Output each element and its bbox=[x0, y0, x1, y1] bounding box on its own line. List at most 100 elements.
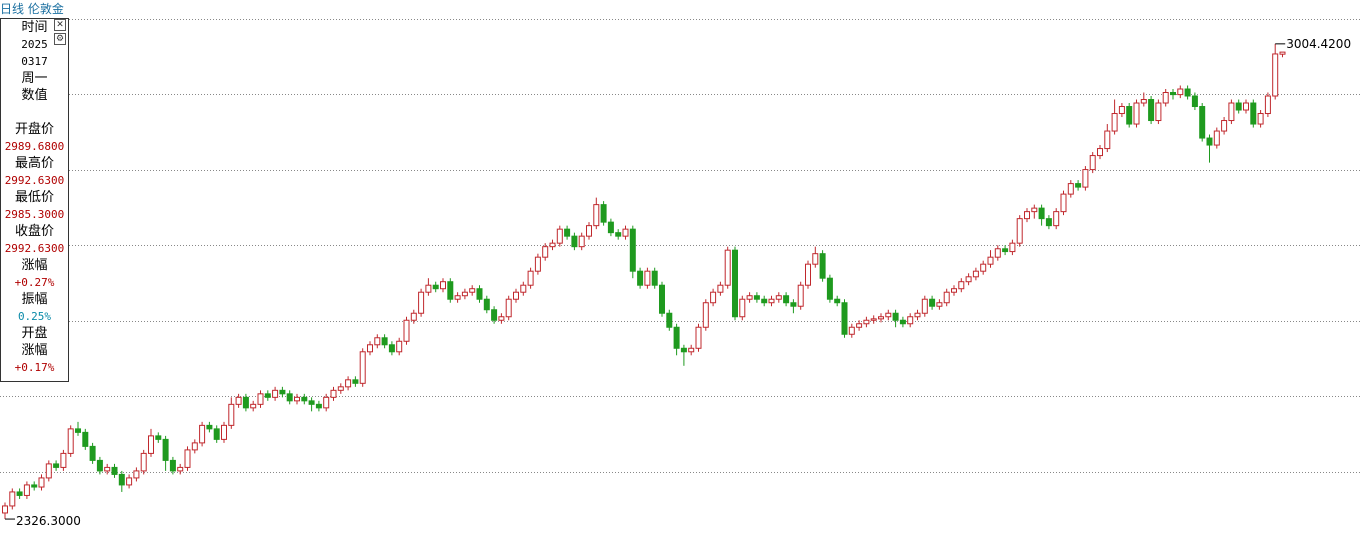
candle-body bbox=[746, 295, 753, 300]
candle-body bbox=[476, 288, 483, 300]
candle-body bbox=[615, 232, 622, 237]
candle-body bbox=[111, 466, 118, 475]
candle-body bbox=[1162, 92, 1169, 104]
field-label: 涨幅 bbox=[21, 343, 48, 358]
candle-body bbox=[863, 319, 870, 325]
candle-body bbox=[710, 291, 717, 304]
symbol: 伦敦金 bbox=[27, 2, 64, 16]
candle-body bbox=[1075, 183, 1082, 188]
candle-body bbox=[972, 270, 979, 278]
candle-body bbox=[629, 228, 636, 272]
candle-body bbox=[1002, 248, 1009, 253]
candle-body bbox=[783, 295, 790, 304]
candle-body bbox=[1045, 218, 1052, 227]
candle-body bbox=[250, 403, 257, 409]
field-value: +0.27% bbox=[14, 276, 55, 289]
field-label: 涨幅 bbox=[21, 258, 48, 273]
candle-body bbox=[2, 505, 8, 514]
candle-body bbox=[1155, 102, 1162, 122]
field-value: 2985.3000 bbox=[4, 208, 65, 221]
candle-body bbox=[826, 277, 833, 300]
candle-body bbox=[914, 312, 921, 318]
candle-body bbox=[23, 484, 30, 496]
candle-body bbox=[469, 288, 476, 293]
candle-body bbox=[228, 403, 235, 426]
candle-body bbox=[235, 396, 242, 405]
candle-body bbox=[425, 284, 432, 293]
candle-body bbox=[1191, 95, 1198, 108]
candle-body bbox=[812, 253, 819, 265]
candle-body bbox=[907, 316, 914, 325]
candle-body bbox=[359, 351, 366, 384]
date-line: 0317 bbox=[21, 55, 48, 68]
candle-body bbox=[177, 466, 184, 472]
candle-body bbox=[556, 228, 563, 244]
candle-body bbox=[396, 340, 403, 353]
candle-body bbox=[454, 295, 461, 300]
candle-body bbox=[272, 389, 279, 398]
candle-body bbox=[527, 270, 534, 286]
candle-body bbox=[1199, 106, 1206, 139]
candle-body bbox=[191, 442, 198, 451]
field-label: 最低价 bbox=[14, 190, 54, 205]
candle-body bbox=[301, 396, 308, 402]
candle-body bbox=[118, 473, 125, 486]
candle-body bbox=[586, 225, 592, 237]
candle-body bbox=[1257, 113, 1264, 125]
candle-body bbox=[921, 298, 928, 314]
candle-body bbox=[1228, 102, 1235, 122]
field-label: 开盘 bbox=[21, 326, 48, 341]
candle-body bbox=[184, 449, 191, 468]
candle-body bbox=[965, 276, 972, 283]
candle-body bbox=[9, 491, 16, 507]
candle-body bbox=[221, 424, 227, 440]
candle-body bbox=[206, 424, 213, 430]
candle-body bbox=[878, 316, 884, 320]
candle-body bbox=[337, 386, 344, 391]
settings-button[interactable]: ⚙ bbox=[54, 33, 66, 45]
field-label: 开盘价 bbox=[14, 122, 54, 137]
candle-body bbox=[1206, 137, 1213, 146]
candle-body bbox=[96, 459, 103, 472]
candle-body bbox=[753, 295, 760, 300]
candle-body bbox=[987, 256, 994, 265]
candle-body bbox=[294, 396, 300, 402]
close-button[interactable]: ✕ bbox=[54, 19, 66, 31]
date-line: 2025 bbox=[21, 38, 48, 51]
candle-body bbox=[951, 288, 957, 293]
candle-body bbox=[695, 326, 702, 349]
candle-body bbox=[38, 477, 45, 488]
candle-body bbox=[286, 393, 293, 402]
candle-body bbox=[45, 463, 52, 479]
candle-body bbox=[1082, 169, 1089, 188]
candle-body bbox=[498, 316, 505, 321]
candle-body bbox=[447, 281, 454, 300]
candle-body bbox=[1177, 88, 1184, 96]
candle-body bbox=[1053, 211, 1060, 227]
candle-body bbox=[637, 270, 644, 286]
candle-body bbox=[980, 263, 987, 272]
candle-body bbox=[1221, 120, 1228, 132]
candle-body bbox=[899, 319, 906, 325]
candle-body bbox=[717, 284, 724, 293]
candle-body bbox=[315, 403, 322, 409]
candle-body bbox=[702, 302, 709, 328]
candle-body bbox=[819, 253, 826, 279]
candle-body bbox=[104, 466, 111, 472]
candle-body bbox=[60, 452, 67, 468]
candle-body bbox=[330, 389, 337, 398]
candle-body bbox=[943, 291, 950, 304]
candle-body bbox=[82, 431, 89, 447]
date-line: 周一 bbox=[21, 71, 48, 86]
candle-body bbox=[1067, 183, 1074, 195]
candle-body bbox=[571, 235, 578, 248]
candle-body bbox=[622, 228, 629, 237]
candle-body bbox=[1126, 106, 1133, 125]
candle-body bbox=[323, 396, 330, 409]
candle-body bbox=[257, 393, 264, 405]
candle-body bbox=[513, 291, 519, 300]
candle-body bbox=[885, 312, 892, 318]
candle-body bbox=[16, 491, 23, 496]
candle-body bbox=[848, 326, 855, 335]
